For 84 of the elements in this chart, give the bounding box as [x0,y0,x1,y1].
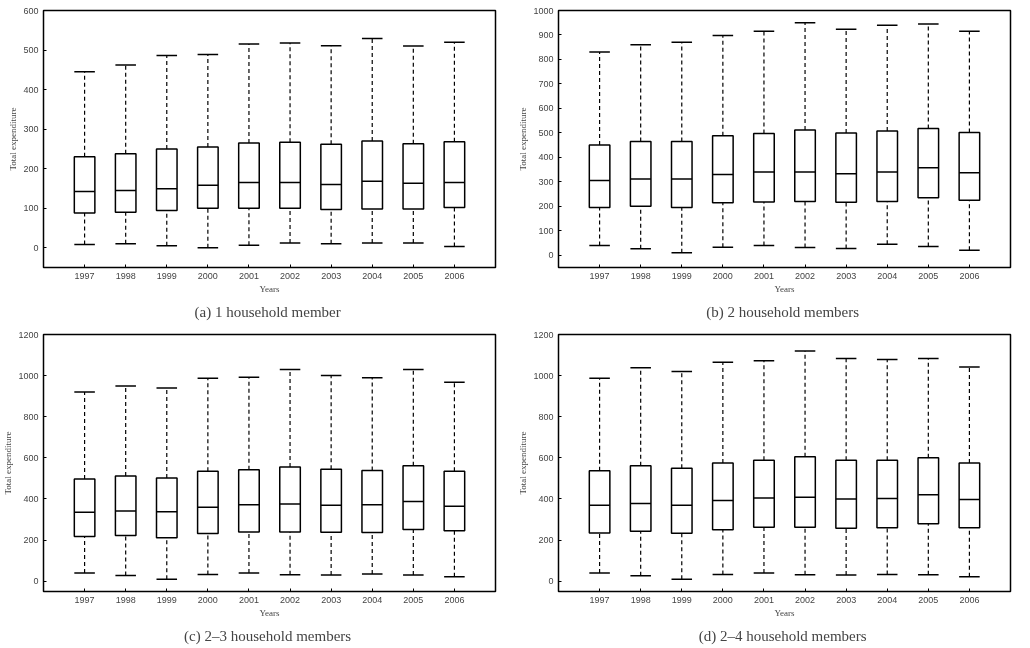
y-tick-label: 400 [23,493,39,504]
y-tick-label: 700 [538,78,554,89]
x-tick-label: 2005 [403,270,424,281]
x-tick-label: 2003 [836,594,857,605]
y-tick-label: 1200 [533,329,554,340]
y-tick-label: 1000 [533,370,554,381]
x-tick-label: 2006 [444,594,465,605]
x-tick-label: 2003 [321,594,342,605]
x-tick-label: 2006 [444,270,465,281]
y-tick-label: 400 [23,84,39,95]
y-tick-label: 1000 [18,370,39,381]
x-tick-label: 2001 [238,270,259,281]
x-tick-label: 2005 [918,270,939,281]
x-axis-title: Years [774,607,796,618]
x-tick-label: 2006 [959,594,980,605]
y-tick-label: 200 [538,201,554,212]
x-tick-label: 2004 [362,594,383,605]
x-tick-label: 2002 [280,594,301,605]
x-tick-label: 1998 [115,594,136,605]
x-tick-label: 2000 [197,270,218,281]
x-tick-label: 2001 [753,270,774,281]
x-tick-label: 1998 [115,270,136,281]
x-tick-label: 2003 [836,270,857,281]
x-tick-label: 2000 [197,594,218,605]
x-axis-title: Years [259,283,281,294]
y-tick-label: 400 [538,493,554,504]
y-axis-title: Total expenditure [518,431,529,495]
y-tick-label: 500 [23,45,39,56]
x-tick-label: 2002 [280,270,301,281]
x-tick-label: 2000 [712,594,733,605]
y-tick-label: 0 [33,242,39,253]
y-axis-title: Total expenditure [8,107,19,171]
y-tick-label: 0 [548,250,554,261]
x-tick-label: 2002 [795,594,816,605]
y-tick-label: 900 [538,29,554,40]
x-tick-label: 2005 [403,594,424,605]
y-tick-label: 200 [23,535,39,546]
x-tick-label: 1998 [630,594,651,605]
y-tick-label: 100 [538,225,554,236]
x-tick-label: 1997 [74,594,95,605]
y-tick-label: 100 [23,203,39,214]
x-tick-label: 2005 [918,594,939,605]
y-tick-label: 300 [23,124,39,135]
y-tick-label: 0 [33,576,39,587]
x-axis-title: Years [774,283,796,294]
text: (d) 2–4 household members [698,627,867,645]
y-tick-label: 600 [23,452,39,463]
x-tick-label: 1997 [589,594,610,605]
y-tick-label: 300 [538,176,554,187]
x-tick-label: 1998 [630,270,651,281]
x-tick-label: 1999 [156,594,177,605]
y-tick-label: 1200 [18,329,39,340]
y-tick-label: 200 [23,163,39,174]
y-tick-label: 800 [538,54,554,65]
x-tick-label: 2000 [712,270,733,281]
text: (b) 2 household members [706,303,860,321]
y-axis-title: Total expenditure [3,431,14,495]
y-tick-label: 400 [538,152,554,163]
text: (a) 1 household member [194,303,341,321]
x-tick-label: 1997 [589,270,610,281]
x-tick-label: 1999 [671,594,692,605]
y-tick-label: 500 [538,127,554,138]
y-tick-label: 600 [538,103,554,114]
x-tick-label: 2004 [362,270,383,281]
x-tick-label: 2004 [877,270,898,281]
x-tick-label: 1997 [74,270,95,281]
x-tick-label: 2002 [795,270,816,281]
x-tick-label: 2001 [238,594,259,605]
y-tick-label: 200 [538,535,554,546]
y-tick-label: 600 [23,5,39,16]
y-tick-label: 1000 [533,5,554,16]
y-tick-label: 800 [23,411,39,422]
y-axis-title: Total expenditure [518,107,529,171]
x-tick-label: 2004 [877,594,898,605]
x-tick-label: 1999 [671,270,692,281]
text: (c) 2–3 household members [184,627,352,645]
y-tick-label: 600 [538,452,554,463]
y-tick-label: 800 [538,411,554,422]
y-tick-label: 0 [548,576,554,587]
x-tick-label: 1999 [156,270,177,281]
x-tick-label: 2001 [753,594,774,605]
x-tick-label: 2003 [321,270,342,281]
x-axis-title: Years [259,607,281,618]
x-tick-label: 2006 [959,270,980,281]
